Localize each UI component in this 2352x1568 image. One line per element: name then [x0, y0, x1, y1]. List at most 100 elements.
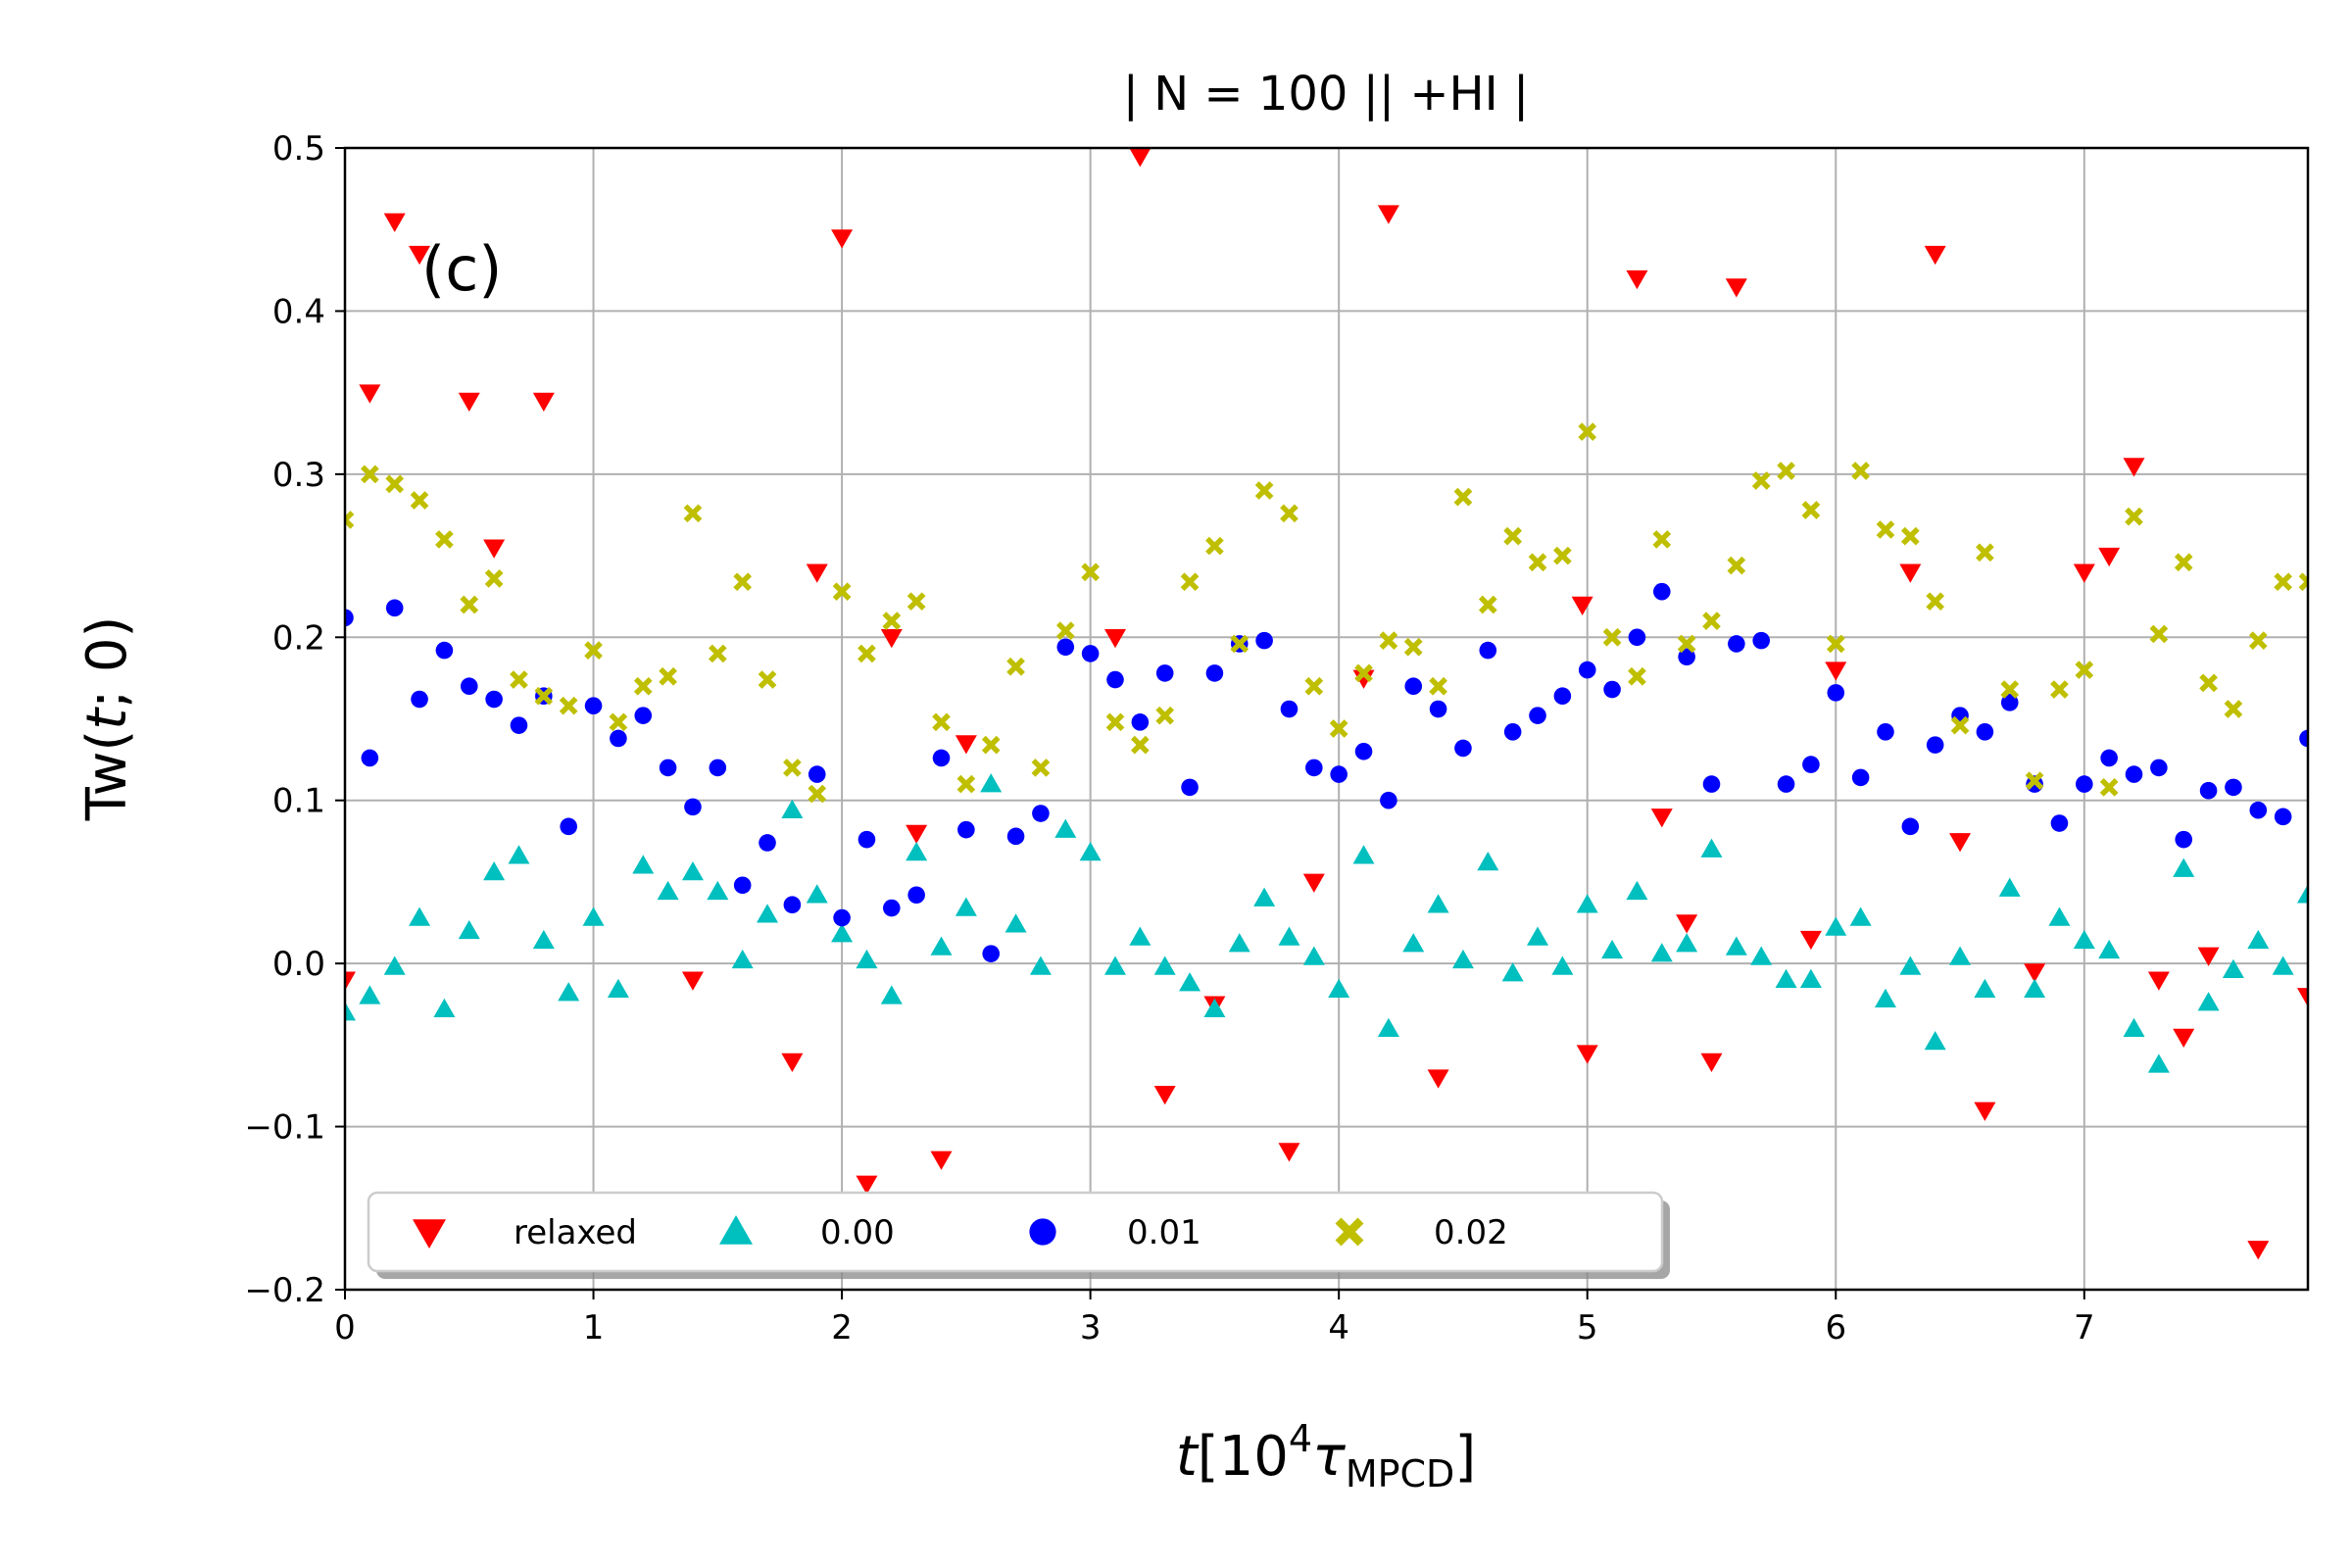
data-point	[1702, 612, 1721, 630]
data-point	[534, 686, 554, 706]
y-tick-label: −0.2	[244, 1271, 325, 1310]
data-point	[1899, 564, 1922, 583]
data-point	[955, 897, 977, 916]
data-point	[1578, 422, 1597, 441]
data-point	[1377, 205, 1399, 224]
legend-item: 0.00	[719, 1213, 895, 1252]
data-point	[2247, 1241, 2270, 1260]
data-point	[1278, 1143, 1300, 1162]
data-point	[659, 666, 677, 686]
y-tick-label: −0.1	[244, 1108, 325, 1148]
data-point	[2247, 929, 2270, 950]
data-point	[345, 1002, 356, 1021]
data-point	[733, 876, 752, 895]
data-point	[1551, 956, 1574, 975]
data-point	[532, 392, 555, 412]
chart-title: | N = 100 || +HI |	[1123, 67, 1529, 122]
data-point	[484, 569, 504, 588]
data-point	[981, 735, 1001, 755]
data-point	[2076, 775, 2093, 793]
data-point	[2174, 553, 2193, 572]
data-point	[882, 899, 901, 917]
data-point	[808, 765, 826, 783]
data-point	[1899, 956, 1922, 975]
data-point	[1926, 736, 1944, 754]
data-point	[1205, 664, 1224, 682]
data-point	[1032, 805, 1050, 822]
data-point	[1576, 894, 1598, 913]
series-0.01	[345, 582, 2308, 962]
data-point	[1553, 546, 1572, 565]
x-tick-label: 0	[334, 1308, 356, 1348]
data-point	[633, 676, 653, 696]
data-point	[1578, 661, 1596, 679]
legend-label: 0.02	[1434, 1213, 1508, 1252]
data-point	[1155, 706, 1175, 725]
data-point	[1974, 978, 1996, 999]
data-point	[1626, 270, 1648, 290]
data-point	[781, 1053, 804, 1072]
data-point	[1330, 765, 1348, 783]
data-point	[1576, 1045, 1598, 1064]
data-point	[2000, 680, 2020, 699]
data-points	[345, 148, 2308, 1260]
data-point	[1924, 245, 1946, 266]
data-point	[930, 936, 953, 956]
data-point	[1031, 759, 1051, 777]
y-tick-label: 0.5	[272, 129, 325, 169]
data-point	[957, 820, 975, 839]
data-point	[2123, 458, 2145, 477]
data-point	[2050, 814, 2069, 832]
data-point	[2123, 1017, 2145, 1037]
data-point	[906, 824, 928, 844]
data-point	[2225, 778, 2242, 797]
data-point	[409, 245, 431, 266]
data-point	[458, 392, 480, 412]
data-point	[607, 978, 629, 999]
data-point	[1628, 628, 1646, 647]
data-point	[1750, 946, 1773, 965]
data-point	[2274, 808, 2292, 826]
data-point	[361, 749, 379, 767]
data-point	[806, 884, 828, 904]
data-point	[684, 798, 702, 816]
data-point	[2199, 781, 2218, 800]
data-point	[2149, 624, 2169, 644]
data-point	[831, 229, 854, 249]
data-point	[1103, 629, 1126, 649]
x-tick-label: 4	[1328, 1308, 1349, 1348]
data-point	[634, 707, 653, 724]
legend-marker	[1029, 1218, 1056, 1246]
data-point	[1603, 680, 1621, 699]
data-point	[1752, 631, 1771, 650]
data-point	[1181, 778, 1199, 797]
data-point	[783, 896, 802, 914]
data-point	[2173, 858, 2195, 877]
data-point	[1477, 851, 1499, 871]
data-point	[783, 759, 802, 777]
data-point	[1503, 526, 1523, 546]
data-point	[1130, 735, 1150, 755]
y-tick-label: 0.0	[272, 945, 325, 984]
data-point	[2125, 765, 2143, 783]
data-point	[955, 735, 977, 755]
x-tick-label: 2	[831, 1308, 853, 1348]
data-point	[2024, 963, 2046, 983]
data-point	[1278, 926, 1300, 946]
data-point	[2197, 992, 2220, 1011]
data-point	[385, 599, 404, 617]
data-point	[1129, 148, 1152, 168]
data-point	[345, 511, 355, 529]
data-point	[1802, 756, 1820, 773]
data-point	[1901, 817, 1920, 836]
data-point	[858, 644, 876, 663]
data-point	[1427, 894, 1449, 913]
x-tick-label: 3	[1080, 1308, 1102, 1348]
data-point	[1451, 949, 1474, 969]
data-point	[2100, 749, 2118, 767]
data-point	[2272, 956, 2294, 975]
data-point	[1402, 933, 1425, 953]
data-point	[2050, 680, 2069, 699]
data-point	[1851, 768, 1870, 787]
data-point	[1527, 926, 1549, 946]
